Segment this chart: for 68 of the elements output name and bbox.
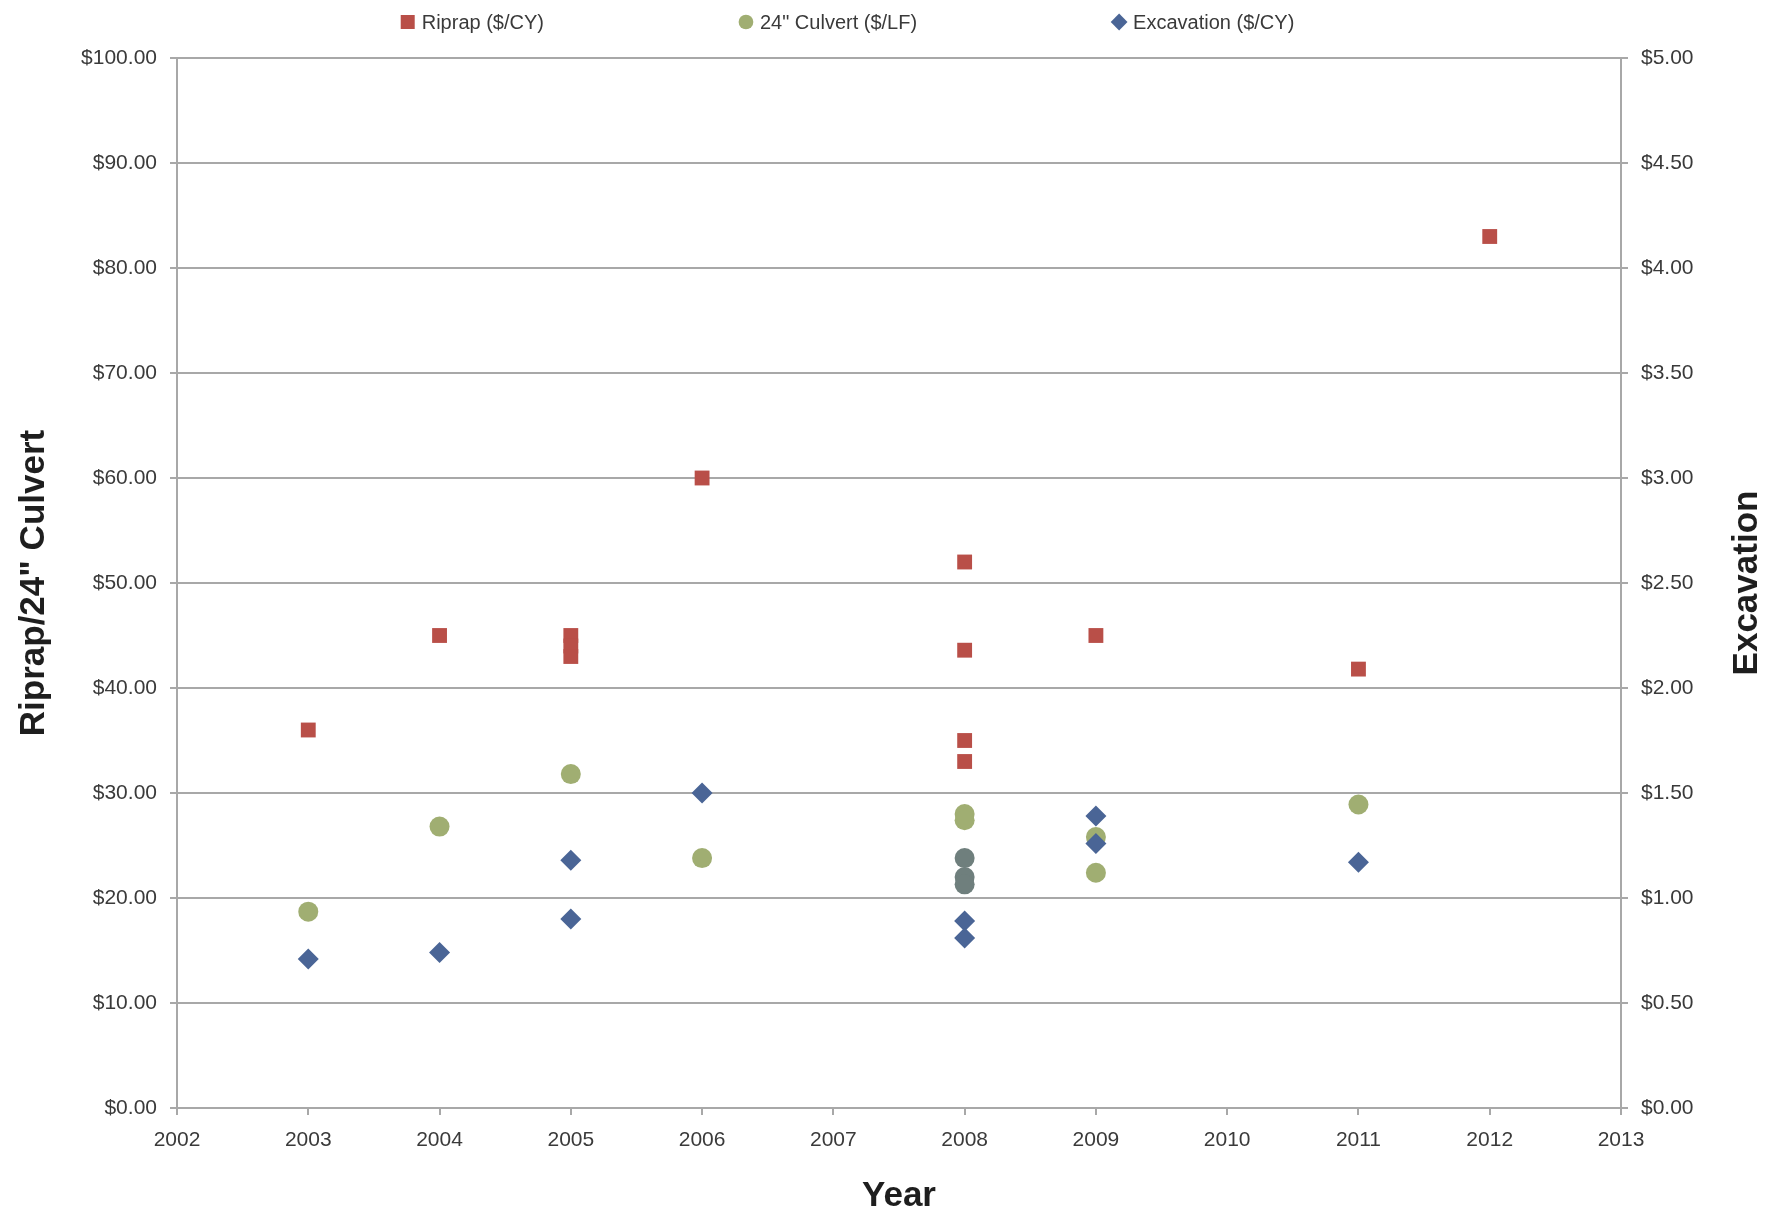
y2-tick-label: $3.50 bbox=[1641, 359, 1694, 383]
y-tick-label: $50.00 bbox=[92, 569, 157, 593]
y-tick-label: $70.00 bbox=[92, 359, 157, 383]
y-tick-label: $80.00 bbox=[92, 254, 157, 278]
point bbox=[954, 848, 975, 869]
x-tick-label: 2003 bbox=[284, 1127, 332, 1151]
y-tick-label: $100.00 bbox=[81, 44, 157, 68]
y-tick-label: $20.00 bbox=[92, 884, 157, 908]
y-tick-label: $90.00 bbox=[92, 149, 157, 173]
point bbox=[1085, 832, 1107, 854]
y2-tick-label: $4.50 bbox=[1641, 149, 1694, 173]
point bbox=[1348, 794, 1369, 815]
y2-tick-label: $1.00 bbox=[1641, 884, 1694, 908]
point bbox=[1088, 628, 1104, 643]
point bbox=[1351, 661, 1366, 677]
point bbox=[432, 628, 447, 643]
point bbox=[297, 948, 319, 970]
y-tick-label: $0.00 bbox=[104, 1094, 157, 1118]
x-tick-label: 2004 bbox=[416, 1127, 464, 1151]
x-tick-label: 2012 bbox=[1466, 1127, 1514, 1151]
x-tick-label: 2002 bbox=[153, 1127, 201, 1151]
point bbox=[1347, 851, 1369, 873]
point bbox=[954, 927, 976, 949]
y2-tick-label: $0.00 bbox=[1641, 1094, 1694, 1118]
point bbox=[957, 733, 973, 748]
point bbox=[691, 782, 713, 804]
y-tick-label: $30.00 bbox=[92, 779, 157, 803]
point bbox=[1085, 862, 1106, 883]
y2-axis-title: Excavation bbox=[1724, 490, 1764, 676]
y-axis-title: Riprap/24" Culvert bbox=[11, 429, 51, 737]
legend-label: 24" Culvert ($/LF) bbox=[759, 10, 918, 33]
y2-tick-label: $1.50 bbox=[1641, 779, 1694, 803]
point bbox=[563, 649, 579, 664]
point bbox=[957, 642, 973, 658]
point bbox=[298, 901, 319, 922]
y-tick-label: $40.00 bbox=[92, 674, 157, 698]
point bbox=[1085, 805, 1107, 827]
legend-label: Excavation ($/CY) bbox=[1133, 10, 1295, 33]
point bbox=[694, 470, 710, 486]
legend-label: Riprap ($/CY) bbox=[421, 10, 544, 33]
x-tick-label: 2010 bbox=[1203, 1127, 1251, 1151]
x-tick-label: 2005 bbox=[547, 1127, 595, 1151]
x-tick-label: 2013 bbox=[1597, 1127, 1645, 1151]
y-tick-label: $60.00 bbox=[92, 464, 157, 488]
point bbox=[560, 908, 582, 930]
x-tick-label: 2008 bbox=[941, 1127, 988, 1151]
point bbox=[957, 754, 973, 769]
x-axis-title: Year bbox=[862, 1173, 937, 1213]
y2-tick-label: $5.00 bbox=[1641, 44, 1694, 68]
y2-tick-label: $0.50 bbox=[1641, 989, 1694, 1013]
point bbox=[1482, 229, 1498, 244]
x-tick-label: 2011 bbox=[1335, 1127, 1382, 1151]
point bbox=[300, 722, 316, 738]
point bbox=[560, 764, 581, 785]
y2-tick-label: $4.00 bbox=[1641, 254, 1694, 278]
y2-tick-label: $2.50 bbox=[1641, 569, 1694, 593]
point bbox=[560, 849, 582, 871]
x-tick-label: 2007 bbox=[810, 1127, 857, 1151]
y2-tick-label: $3.00 bbox=[1641, 464, 1694, 488]
point bbox=[692, 848, 713, 869]
x-tick-label: 2006 bbox=[678, 1127, 726, 1151]
point bbox=[954, 910, 976, 932]
point bbox=[429, 816, 450, 837]
y-tick-label: $10.00 bbox=[92, 989, 157, 1013]
y2-tick-label: $2.00 bbox=[1641, 674, 1694, 698]
x-tick-label: 2009 bbox=[1072, 1127, 1120, 1151]
point bbox=[429, 942, 451, 964]
point bbox=[957, 554, 973, 570]
